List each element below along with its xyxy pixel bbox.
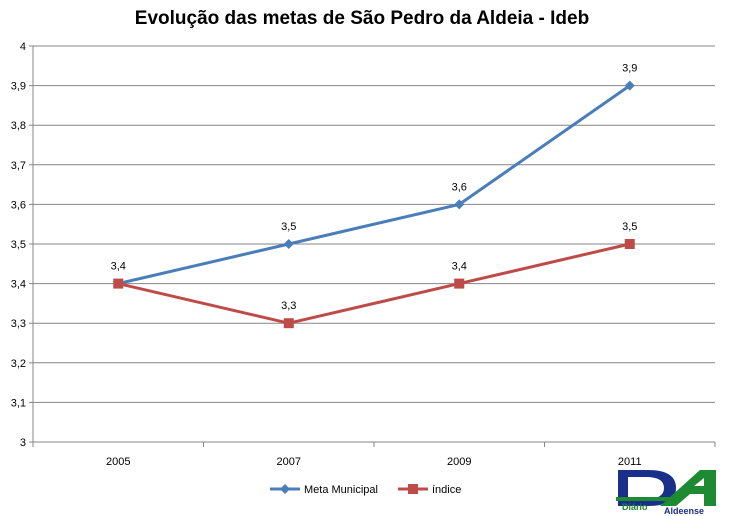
y-tick-label: 3,2 xyxy=(11,358,26,370)
x-tick-label: 2009 xyxy=(447,456,471,468)
data-label: 3,4 xyxy=(111,261,126,273)
series-line xyxy=(117,84,631,286)
y-tick-label: 3,3 xyxy=(11,318,26,330)
logo-text-top: Diário xyxy=(622,502,648,512)
y-tick-label: 3,9 xyxy=(11,81,26,93)
legend-marker xyxy=(280,484,290,494)
legend-label: índice xyxy=(432,484,461,496)
series-line xyxy=(117,242,631,325)
x-tick-label: 2007 xyxy=(277,456,301,468)
logo-diario-aldeense: Diário Aldeense xyxy=(616,470,716,516)
y-axis: 3 3,1 3,2 3,3 3,4 3,5 3,6 3,7 3,8 3,9 4 xyxy=(11,41,34,449)
data-label: 3,5 xyxy=(281,221,296,233)
y-tick-label: 3,1 xyxy=(11,397,26,409)
data-point xyxy=(283,318,294,329)
data-label: 3,9 xyxy=(622,63,637,75)
grid-lines xyxy=(33,45,715,443)
data-label: 3,6 xyxy=(452,181,467,193)
legend-label: Meta Municipal xyxy=(304,484,378,496)
data-point xyxy=(624,239,635,249)
data-labels: 3,4 3,5 3,6 3,9 3,3 3,4 3,5 xyxy=(111,63,638,313)
x-tick-label: 2005 xyxy=(106,456,130,468)
data-point xyxy=(454,278,465,289)
y-tick-label: 4 xyxy=(20,41,26,53)
data-point xyxy=(113,278,124,289)
data-label: 3,3 xyxy=(281,300,296,312)
x-axis: 2005 2007 2009 2011 xyxy=(32,441,716,468)
data-point xyxy=(454,199,465,210)
data-point xyxy=(624,80,635,91)
chart-title: Evolução das metas de São Pedro da Aldei… xyxy=(135,8,589,29)
y-tick-label: 3 xyxy=(20,437,26,449)
series-group xyxy=(113,80,635,329)
data-label: 3,4 xyxy=(452,261,467,273)
y-tick-label: 3,7 xyxy=(11,160,26,172)
y-tick-label: 3,6 xyxy=(11,199,26,211)
logo-text-bottom: Aldeense xyxy=(664,506,704,516)
legend-marker xyxy=(408,484,418,494)
data-point xyxy=(283,239,294,249)
x-tick-label: 2011 xyxy=(618,456,642,468)
y-tick-label: 3,5 xyxy=(11,239,26,251)
y-tick-label: 3,8 xyxy=(11,120,26,132)
y-tick-label: 3,4 xyxy=(11,279,26,291)
legend: Meta Municipal índice xyxy=(270,484,461,496)
data-label: 3,5 xyxy=(622,221,637,233)
